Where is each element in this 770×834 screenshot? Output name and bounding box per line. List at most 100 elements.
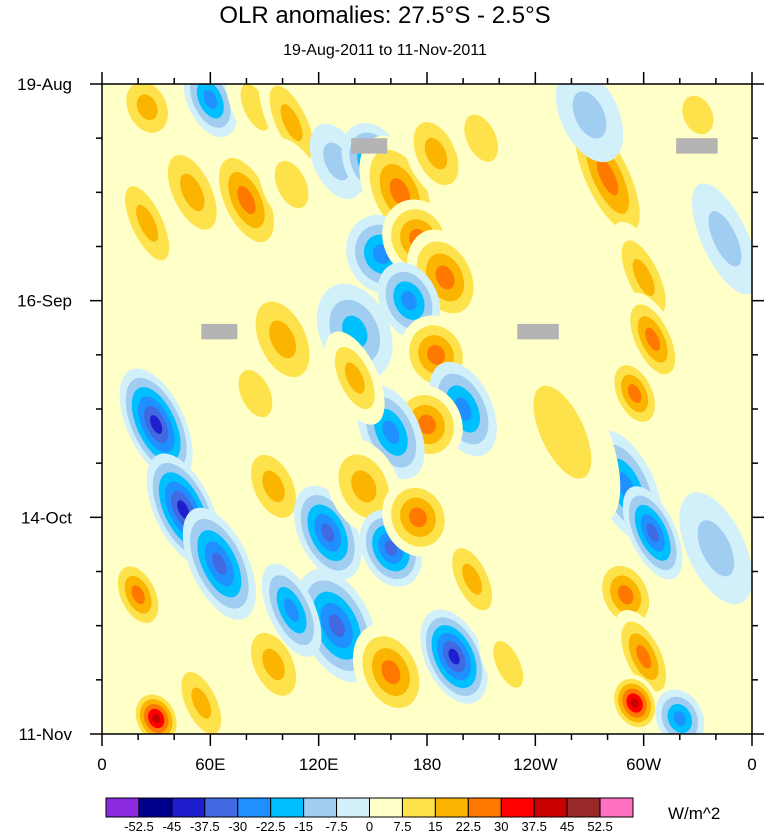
contour-fill: [645, 327, 661, 352]
anomaly-blob: [131, 689, 181, 734]
chart-title: OLR anomalies: 27.5°S - 2.5°S: [219, 2, 551, 29]
colorbar-label: -15: [294, 819, 313, 834]
missing-data-box: [676, 138, 718, 154]
missing-data-box: [517, 323, 559, 340]
colorbar-swatch: [599, 797, 634, 818]
anomaly-blob: [504, 339, 621, 526]
contour-fill: [389, 178, 411, 207]
anomaly-blob: [607, 355, 662, 432]
contour-fill: [632, 258, 655, 296]
y-tick-label: 16-Sep: [17, 292, 72, 311]
x-tick-label: 180: [413, 755, 441, 774]
colorbar-swatch: [138, 797, 173, 818]
colorbar-swatch: [467, 797, 502, 818]
anomaly-blob: [655, 689, 705, 734]
missing-data-box: [201, 323, 238, 340]
contour-fill: [382, 420, 400, 445]
anomaly-blob: [622, 292, 683, 386]
colorbar-label: 22.5: [456, 819, 481, 834]
anomaly-blob: [610, 221, 677, 334]
contour-fill: [401, 291, 417, 311]
colorbar-label: 37.5: [522, 819, 547, 834]
contour-fill: [191, 687, 212, 719]
y-tick-label: 14-Oct: [21, 508, 72, 527]
colorbar-swatch: [401, 797, 436, 818]
contour-fill: [262, 648, 285, 681]
anomaly-blob: [594, 556, 657, 634]
colorbar-label: 0: [366, 819, 373, 834]
colorbar-swatch: [533, 797, 568, 818]
anomaly-blob: [221, 346, 290, 441]
anomaly-blob: [691, 183, 752, 295]
colorbar-label: -37.5: [190, 819, 220, 834]
x-tick-label: 120E: [299, 755, 339, 774]
plot-area: [102, 84, 752, 734]
anomaly-blob: [352, 624, 429, 720]
colorbar-label: -22.5: [256, 819, 286, 834]
contour-fill: [697, 520, 735, 577]
colorbar: -52.5 -45 -37.5 -30 -22.5 -15 -7.5 0 7.5 15 22.5 30…: [105, 797, 634, 834]
contour-fill: [344, 362, 365, 394]
anomaly-blob: [111, 556, 166, 633]
contour-fill: [636, 644, 652, 669]
contour-fill: [435, 265, 455, 290]
anomaly-blob: [155, 136, 229, 249]
anomaly-blob: [324, 331, 385, 425]
contour-fill: [320, 523, 335, 543]
contour-fill: [673, 711, 686, 726]
anomaly-blob: [119, 368, 193, 481]
contour-fill: [274, 160, 309, 209]
contour-fill: [596, 158, 619, 196]
colorbar-label: -30: [228, 819, 247, 834]
colorbar-label: -52.5: [124, 819, 154, 834]
anomaly-blob: [171, 656, 232, 734]
x-tick-label: 120W: [513, 755, 557, 774]
contour-fill: [203, 90, 218, 109]
contour-fill: [427, 345, 445, 365]
anomaly-blob: [478, 617, 539, 711]
colorbar-swatch: [270, 797, 305, 818]
anomaly-blob: [182, 507, 256, 620]
anomaly-blob: [555, 84, 624, 163]
colorbar-label: 7.5: [393, 819, 411, 834]
contour-fill: [708, 210, 742, 267]
contour-fill: [269, 320, 297, 359]
colorbar-swatch: [237, 797, 272, 818]
contour-fill: [284, 598, 300, 622]
anomaly-blob: [610, 674, 660, 733]
contour-fill: [572, 91, 607, 139]
contour-fill: [448, 648, 460, 665]
anomaly-blob: [115, 84, 179, 146]
anomaly-blob: [114, 167, 181, 279]
contour-fill: [418, 414, 436, 435]
x-tick-label: 0: [747, 755, 756, 774]
anomaly-blob: [239, 439, 308, 534]
contour-fill: [646, 523, 659, 543]
colorbar-label: 52.5: [587, 819, 612, 834]
anomaly-blob: [257, 137, 326, 232]
anomaly-blob: [622, 486, 683, 580]
anomaly-blob: [447, 90, 515, 186]
colorbar-swatch: [369, 797, 403, 818]
contour-fill: [262, 470, 285, 503]
colorbar-label: -7.5: [325, 819, 347, 834]
contour-fill: [240, 84, 271, 131]
colorbar-swatch: [303, 797, 338, 818]
colorbar-label: 15: [428, 819, 442, 834]
colorbar-swatch: [566, 797, 601, 818]
missing-data-box: [351, 138, 388, 154]
contour-fill: [136, 204, 159, 242]
colorbar-swatch: [434, 797, 469, 818]
anomaly-blob: [679, 492, 752, 605]
anomaly-blob: [613, 609, 674, 704]
contour-fill: [180, 173, 205, 212]
contour-fill: [212, 552, 227, 575]
colorbar-units: W/m^2: [668, 804, 721, 823]
colorbar-swatch: [171, 797, 206, 818]
contour-fill: [409, 507, 427, 528]
x-tick-label: 0: [97, 755, 106, 774]
y-tick-label: 19-Aug: [17, 75, 72, 94]
x-tick-label: 60E: [195, 755, 225, 774]
anomaly-blob: [382, 478, 454, 557]
